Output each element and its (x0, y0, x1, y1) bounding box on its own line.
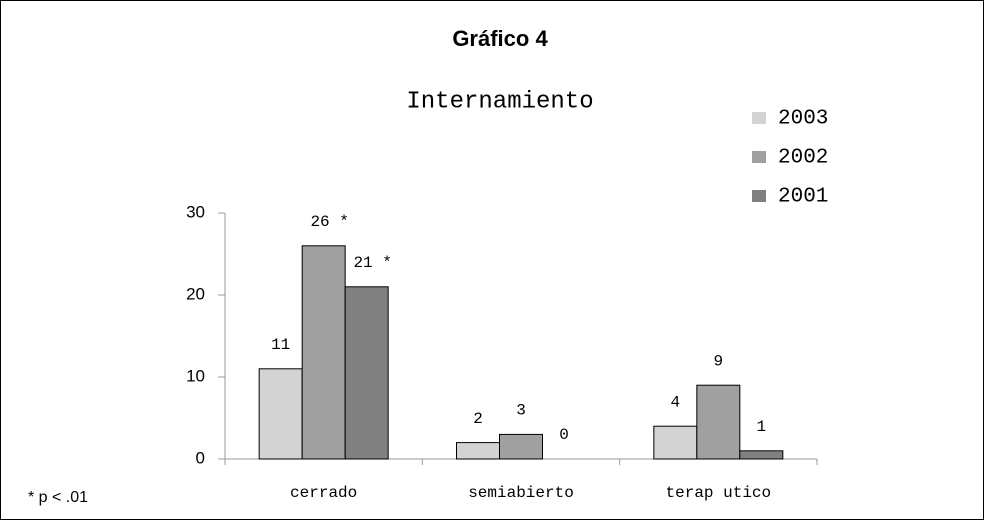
bar (739, 450, 784, 460)
bar (456, 442, 500, 460)
data-label: 3 (516, 402, 526, 420)
x-tick-label: terap utico (666, 484, 772, 502)
legend-label: 2002 (778, 147, 828, 170)
bar (258, 368, 303, 460)
bar (344, 286, 389, 460)
data-label: 21 * (353, 254, 391, 272)
y-tick-label: 10 (186, 366, 205, 385)
data-label: 9 (714, 352, 724, 370)
legend-swatch (752, 151, 766, 163)
y-tick-label: 30 (186, 202, 205, 221)
legend-label: 2003 (778, 108, 828, 131)
data-label: 11 (271, 336, 290, 354)
bar (696, 384, 741, 460)
data-label: 4 (671, 393, 681, 411)
data-label: 26 * (310, 213, 348, 231)
y-tick-label: 20 (186, 284, 205, 303)
y-tick-label: 0 (196, 448, 205, 467)
legend-swatch (752, 190, 766, 202)
legend-swatch (752, 112, 766, 124)
data-label: 2 (473, 410, 483, 428)
x-tick-label: cerrado (290, 484, 357, 502)
chart-subtitle: Internamiento (406, 88, 593, 115)
bar (499, 433, 543, 460)
chart-title: Gráfico 4 (452, 26, 548, 51)
legend-label: 2001 (778, 186, 828, 209)
data-label: 1 (757, 418, 767, 436)
bar (301, 245, 346, 460)
bar (653, 425, 698, 460)
data-label: 0 (559, 426, 569, 444)
footnote: * p < .01 (28, 489, 88, 506)
x-tick-label: semiabierto (468, 484, 574, 502)
